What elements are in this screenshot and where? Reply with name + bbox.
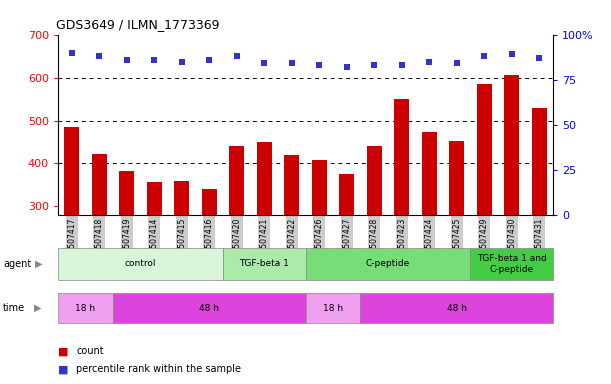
Bar (147, 182, 162, 215)
Bar (58, 248, 223, 280)
Point (507, 51, 517, 58)
Point (369, 62, 379, 68)
Bar (360, 293, 553, 323)
Point (287, 60, 297, 66)
Point (342, 64, 352, 70)
Point (315, 62, 324, 68)
Text: C-peptide: C-peptide (366, 260, 410, 268)
Bar (119, 171, 134, 215)
Bar (312, 161, 327, 215)
Text: percentile rank within the sample: percentile rank within the sample (76, 364, 241, 374)
Text: control: control (125, 260, 156, 268)
Point (95, 53, 104, 59)
Text: ■: ■ (58, 346, 68, 356)
Bar (449, 141, 464, 215)
Point (397, 62, 407, 68)
Bar (64, 127, 79, 215)
Text: TGF-beta 1: TGF-beta 1 (240, 260, 289, 268)
Bar (367, 146, 382, 215)
Text: 48 h: 48 h (199, 304, 219, 313)
Point (149, 57, 159, 63)
Text: ■: ■ (58, 364, 68, 374)
Point (480, 53, 489, 59)
Bar (394, 99, 409, 215)
Text: GDS3649 / ILMN_1773369: GDS3649 / ILMN_1773369 (56, 18, 219, 31)
Text: ▶: ▶ (34, 303, 41, 313)
Bar (174, 180, 189, 215)
Point (534, 55, 544, 61)
Bar (306, 248, 470, 280)
Text: 48 h: 48 h (447, 304, 467, 313)
Bar (339, 174, 354, 215)
Bar (422, 132, 437, 215)
Text: count: count (76, 346, 104, 356)
Point (424, 59, 434, 65)
Text: 18 h: 18 h (323, 304, 343, 313)
Point (452, 60, 462, 66)
Text: 18 h: 18 h (76, 304, 95, 313)
Point (259, 60, 269, 66)
Point (67, 50, 77, 56)
Bar (284, 155, 299, 215)
Point (177, 59, 187, 65)
Text: TGF-beta 1 and
C-peptide: TGF-beta 1 and C-peptide (477, 254, 547, 274)
Bar (306, 293, 360, 323)
Bar (470, 248, 553, 280)
Bar (223, 248, 306, 280)
Bar (92, 154, 107, 215)
Bar (532, 108, 547, 215)
Text: agent: agent (3, 259, 31, 269)
Bar (504, 75, 519, 215)
Point (232, 53, 242, 59)
Point (204, 57, 214, 63)
Point (122, 57, 132, 63)
Text: ▶: ▶ (35, 259, 43, 269)
Bar (477, 84, 492, 215)
Bar (229, 146, 244, 215)
Text: time: time (3, 303, 25, 313)
Bar (257, 142, 272, 215)
Bar (202, 189, 217, 215)
Bar (113, 293, 306, 323)
Bar (58, 293, 113, 323)
